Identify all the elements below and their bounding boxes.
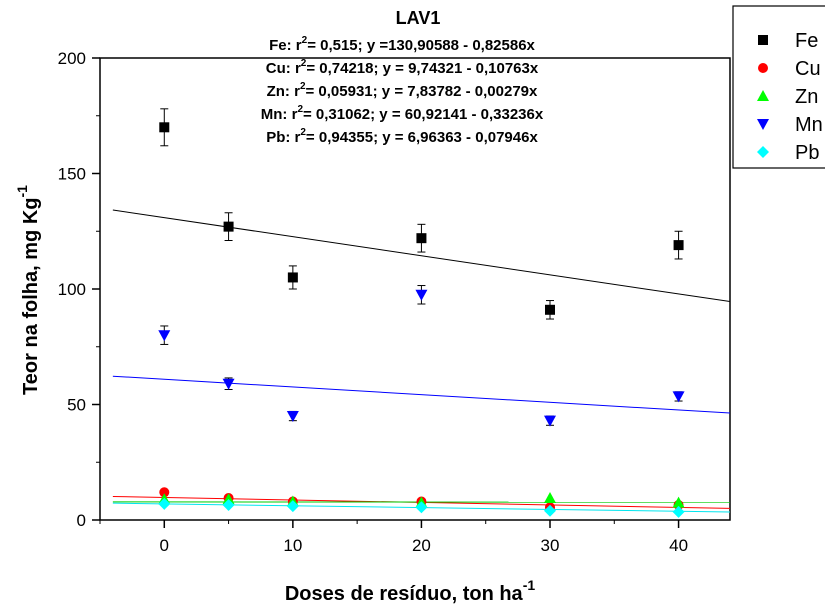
legend-marker-mn (757, 119, 769, 130)
data-point-zn (544, 492, 556, 504)
data-point-zn (672, 496, 685, 508)
plot-frame (99, 57, 731, 521)
y-tick-label: 150 (58, 165, 86, 184)
data-point-pb (222, 498, 235, 511)
equation-1: Cu: r2= 0,74218; y = 9,74321 - 0,10763x (266, 58, 539, 77)
legend-label-mn: Mn (795, 114, 823, 136)
x-axis-label: Doses de resíduo, ton ha-1 (285, 577, 535, 605)
equation-superscript: 2 (300, 81, 306, 92)
equation-superscript: 2 (300, 127, 306, 138)
equation-rest: = 0,05931; y = 7,83782 - 0,00279x (306, 83, 539, 100)
chart-title: LAV1 (396, 8, 441, 28)
equation-prefix: Fe: r (269, 37, 302, 54)
equation-3: Mn: r2= 0,31062; y = 60,92141 - 0,33236x (261, 104, 544, 123)
data-point-fe (223, 221, 234, 232)
legend-label-zn: Zn (795, 86, 818, 108)
y-tick-label: 0 (77, 511, 86, 530)
data-point-mn (544, 415, 556, 427)
y-axis-ticks: 0 50 100 150 200 (58, 49, 100, 530)
data-point-fe (545, 304, 555, 315)
equation-0: Fe: r2= 0,515; y =130,90588 - 0,82586x (269, 35, 535, 54)
equation-prefix: Zn: r (267, 83, 300, 100)
x-axis-ticks: 0 10 20 30 40 (99, 520, 688, 555)
equation-rest: = 0,515; y =130,90588 - 0,82586x (307, 37, 535, 54)
x-tick-label: 20 (412, 536, 431, 555)
data-point-mn (672, 391, 685, 403)
regression-equations: Fe: r2= 0,515; y =130,90588 - 0,82586xCu… (261, 35, 544, 146)
fit-line-mn (112, 375, 731, 414)
data-point-pb (286, 500, 299, 513)
equation-prefix: Mn: r (261, 106, 298, 123)
equation-prefix: Cu: r (266, 60, 301, 77)
legend-box (732, 5, 825, 169)
data-markers (158, 122, 685, 518)
equation-superscript: 2 (297, 104, 303, 115)
equation-rest: = 0,94355; y = 6,96363 - 0,07946x (306, 129, 539, 146)
x-tick-label: 40 (669, 536, 688, 555)
data-point-mn (158, 330, 171, 342)
data-point-fe (416, 233, 427, 244)
error-bars (160, 108, 683, 426)
data-point-pb (415, 501, 428, 514)
y-tick-label: 50 (67, 396, 86, 415)
x-axis-label-superscript: -1 (523, 577, 536, 593)
x-axis-label-text: Doses de resíduo, ton ha (285, 583, 524, 605)
data-point-fe (287, 272, 298, 283)
data-point-mn (222, 378, 235, 390)
legend-label-pb: Pb (795, 142, 819, 164)
fit-line-fe (112, 209, 731, 303)
data-point-pb (544, 504, 556, 517)
data-point-pb (158, 497, 171, 510)
data-point-mn (286, 411, 299, 423)
equation-4: Pb: r2= 0,94355; y = 6,96363 - 0,07946x (266, 127, 538, 146)
x-tick-label: 10 (283, 536, 302, 555)
x-tick-label: 30 (541, 536, 560, 555)
regression-lines (112, 209, 731, 513)
legend-label-cu: Cu (795, 58, 821, 80)
y-tick-label: 100 (58, 280, 86, 299)
legend-marker-cu (758, 63, 768, 73)
legend: Fe Cu Zn Mn Pb (732, 5, 825, 169)
y-axis-label-superscript: -1 (14, 185, 30, 198)
legend-label-fe: Fe (795, 30, 818, 52)
legend-marker-pb (757, 146, 769, 158)
data-point-pb (672, 505, 685, 518)
data-point-fe (159, 122, 170, 133)
equation-superscript: 2 (302, 35, 308, 46)
y-axis-label: Teor na folha, mg Kg-1 (14, 185, 42, 395)
data-point-mn (415, 289, 428, 301)
equation-prefix: Pb: r (266, 129, 300, 146)
legend-marker-zn (757, 90, 769, 101)
data-point-zn (222, 493, 235, 505)
equation-superscript: 2 (301, 58, 307, 69)
y-tick-label: 200 (58, 49, 86, 68)
x-tick-label: 0 (160, 536, 169, 555)
data-point-cu (159, 487, 170, 498)
axes (99, 57, 731, 521)
equation-rest: = 0,74218; y = 9,74321 - 0,10763x (306, 60, 539, 77)
legend-marker-fe (758, 35, 768, 45)
y-axis-label-text: Teor na folha, mg Kg (20, 198, 42, 395)
equation-2: Zn: r2= 0,05931; y = 7,83782 - 0,00279x (267, 81, 538, 100)
data-point-fe (673, 240, 684, 251)
equation-rest: = 0,31062; y = 60,92141 - 0,33236x (303, 106, 544, 123)
